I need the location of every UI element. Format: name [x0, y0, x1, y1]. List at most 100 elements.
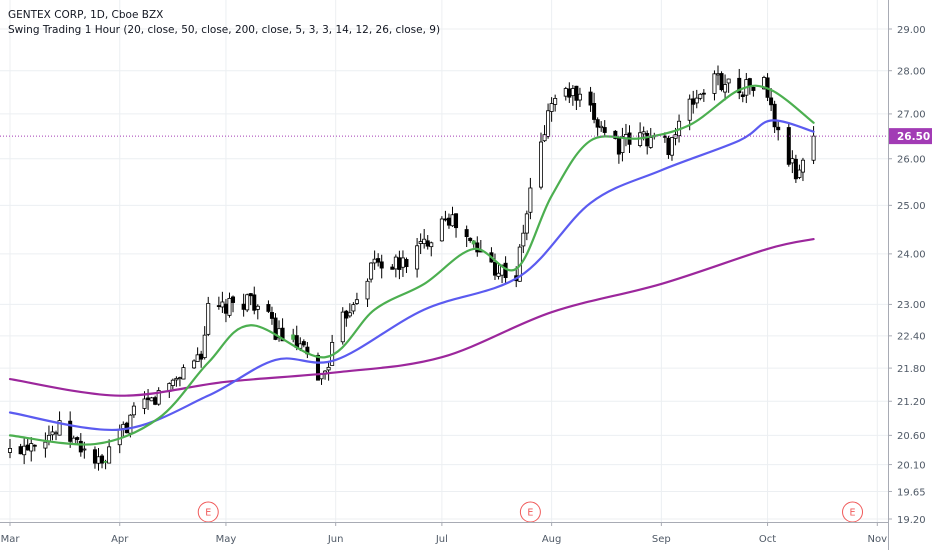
- candle: [68, 411, 73, 448]
- candle: [92, 446, 97, 469]
- ma200-line: [8, 237, 815, 397]
- candle: [223, 299, 228, 323]
- candle-body: [199, 353, 204, 360]
- candle-body: [574, 85, 579, 101]
- candle-body: [616, 136, 621, 155]
- candle: [776, 120, 781, 141]
- candle: [369, 262, 374, 283]
- candle: [439, 216, 444, 242]
- candle-body: [454, 213, 459, 229]
- candle: [772, 100, 777, 134]
- candle: [195, 347, 200, 362]
- candle-body: [429, 242, 434, 248]
- candle: [18, 443, 23, 455]
- candle-body: [170, 379, 175, 386]
- time-tick-label: Aug: [542, 534, 562, 545]
- candle: [800, 157, 805, 182]
- candle-body: [96, 456, 101, 464]
- candle: [567, 82, 572, 104]
- candle-body: [698, 93, 703, 99]
- candle: [29, 437, 34, 462]
- candle: [326, 361, 331, 381]
- candle-body: [372, 258, 377, 264]
- candle-body: [54, 432, 59, 435]
- candle: [379, 254, 384, 279]
- candle-body: [195, 354, 200, 362]
- time-tick-label: May: [216, 534, 237, 545]
- candle-body: [78, 440, 83, 453]
- candle-body: [645, 133, 650, 147]
- ma50-line: [8, 119, 815, 432]
- candle-body: [450, 214, 455, 227]
- earnings-label: E: [527, 508, 533, 519]
- candle-body: [769, 97, 774, 106]
- candle-body: [404, 259, 409, 268]
- candle-body: [793, 158, 798, 180]
- candle-body: [546, 110, 551, 137]
- candle-body: [121, 423, 126, 429]
- candle: [22, 437, 27, 465]
- price-tick-label: 28.00: [897, 66, 926, 77]
- candle: [43, 432, 48, 458]
- candle: [723, 74, 728, 101]
- candle: [638, 122, 643, 148]
- gridlines: [0, 0, 888, 522]
- candle: [620, 127, 625, 162]
- time-tick-label: Jun: [327, 534, 344, 545]
- candle-body: [7, 448, 12, 453]
- candle: [577, 87, 582, 107]
- candle-body: [156, 390, 161, 405]
- candle: [701, 89, 706, 102]
- candle-body: [149, 397, 154, 402]
- candle: [521, 224, 526, 254]
- candle: [712, 70, 717, 101]
- candle-body: [475, 242, 480, 253]
- candle-body: [326, 366, 331, 371]
- candle: [549, 97, 554, 122]
- candle-body: [241, 303, 246, 310]
- earnings-marker: E: [842, 501, 864, 523]
- candle-body: [542, 134, 547, 142]
- candle-body: [464, 229, 469, 237]
- candle-body: [43, 441, 48, 449]
- price-tick-label: 25.00: [897, 201, 926, 212]
- candle-body: [206, 302, 211, 335]
- candle: [181, 364, 186, 380]
- candle: [269, 306, 274, 325]
- candle: [443, 210, 448, 222]
- time-tick-label: Nov: [868, 534, 888, 545]
- candle: [305, 342, 310, 359]
- candle-body: [29, 443, 34, 452]
- price-tick-label: 23.00: [897, 300, 926, 311]
- candle-body: [588, 91, 593, 106]
- candle: [231, 295, 236, 313]
- candle: [425, 235, 430, 250]
- candle: [291, 328, 296, 343]
- candle: [252, 286, 257, 315]
- candle-body: [397, 257, 402, 270]
- time-tick-label: Mar: [1, 534, 21, 545]
- candle: [32, 444, 37, 452]
- candle-body: [22, 445, 27, 456]
- candle-body: [393, 256, 398, 270]
- candle-body: [223, 303, 228, 314]
- candle-body: [613, 130, 618, 139]
- candle-body: [57, 420, 62, 436]
- candle-body: [446, 217, 451, 226]
- candle: [602, 120, 607, 138]
- candle-body: [471, 240, 476, 245]
- candle-body: [103, 460, 108, 463]
- candle-body: [192, 360, 197, 369]
- candle: [468, 237, 473, 243]
- candle-body: [128, 414, 133, 434]
- candle-body: [599, 125, 604, 129]
- candle-body: [740, 94, 745, 97]
- candle-body: [800, 159, 805, 173]
- candle: [202, 326, 207, 360]
- candle-body: [107, 446, 112, 464]
- candle-body: [301, 341, 306, 346]
- candle-body: [418, 241, 423, 244]
- candle-body: [666, 137, 671, 155]
